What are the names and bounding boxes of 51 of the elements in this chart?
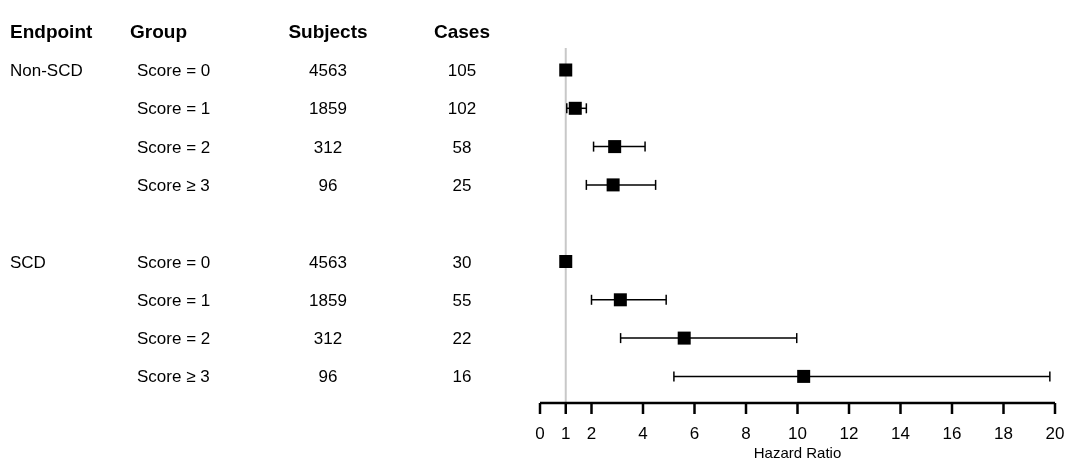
x-tick-label: 10 [788, 424, 807, 443]
text: 4563 [309, 61, 347, 80]
x-tick-label: 20 [1045, 424, 1065, 443]
x-tick-label: 8 [741, 424, 751, 443]
x-tick-label: 2 [586, 424, 597, 443]
text: Score ≥ 3 [137, 367, 210, 387]
x-axis-title: Hazard Ratio [753, 444, 842, 461]
text: Score = 0 [137, 252, 211, 272]
point [559, 63, 573, 77]
text: 102 [447, 99, 477, 119]
x-tick-label: 1 [561, 424, 571, 443]
text: Score = 2 [137, 137, 211, 157]
text: Score = 1 [137, 290, 211, 310]
x-tick-label: 16 [942, 424, 962, 443]
x-tick-label: 4 [638, 424, 648, 443]
text: 1859 [309, 290, 347, 310]
x-tick-label: 14 [891, 424, 910, 443]
text: 4563 [309, 252, 347, 272]
text: 105 [447, 61, 477, 80]
point [608, 140, 622, 154]
text: 96 [318, 367, 338, 387]
point [613, 293, 627, 307]
text: 96 [318, 175, 338, 195]
point [797, 369, 811, 383]
category-label: Subjects [288, 21, 368, 42]
text: Non-SCD [10, 61, 83, 80]
text: 25 [452, 175, 472, 195]
text: 30 [452, 252, 472, 272]
text: 312 [313, 137, 343, 157]
text: Score ≥ 3 [137, 175, 210, 195]
point [606, 178, 620, 192]
text: SCD [10, 252, 46, 272]
text: Score = 1 [137, 99, 211, 119]
x-tick-label: 12 [839, 424, 859, 443]
point [559, 255, 573, 268]
text: 16 [452, 367, 472, 387]
text: 22 [452, 329, 472, 349]
text: 1859 [309, 99, 347, 119]
category-label: Group [130, 21, 187, 42]
text: 312 [313, 329, 343, 349]
text: Score = 0 [137, 61, 211, 80]
text: 58 [452, 137, 472, 157]
point [677, 331, 691, 345]
text: 55 [452, 290, 472, 310]
category-label: Cases [434, 21, 490, 42]
x-tick-label: 18 [994, 424, 1013, 443]
point [568, 101, 582, 115]
category-label: Endpoint [10, 21, 93, 42]
x-tick-label: 0 [535, 424, 545, 443]
text: Score = 2 [137, 329, 211, 349]
x-tick-label: 6 [689, 424, 700, 443]
